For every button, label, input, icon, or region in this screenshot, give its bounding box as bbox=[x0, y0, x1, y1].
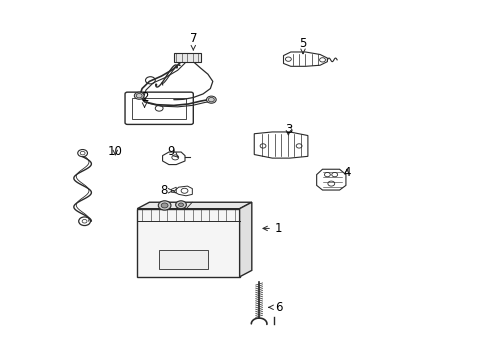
Bar bbox=[159, 250, 208, 269]
Text: 4: 4 bbox=[343, 166, 350, 179]
Circle shape bbox=[158, 201, 171, 210]
Text: 6: 6 bbox=[268, 301, 282, 314]
Text: 8: 8 bbox=[160, 184, 173, 197]
Text: 7: 7 bbox=[189, 32, 197, 50]
Circle shape bbox=[178, 203, 183, 207]
Text: 9: 9 bbox=[167, 145, 178, 158]
Polygon shape bbox=[239, 202, 251, 277]
Text: 2: 2 bbox=[141, 91, 148, 107]
Circle shape bbox=[161, 203, 168, 208]
Circle shape bbox=[206, 96, 216, 103]
Text: 1: 1 bbox=[263, 222, 282, 235]
Circle shape bbox=[134, 92, 144, 99]
Polygon shape bbox=[137, 202, 251, 209]
Bar bbox=[137, 209, 239, 277]
Circle shape bbox=[175, 201, 186, 209]
Text: 5: 5 bbox=[299, 37, 306, 54]
Bar bbox=[173, 53, 200, 62]
Text: 10: 10 bbox=[108, 145, 122, 158]
Text: 3: 3 bbox=[284, 123, 291, 136]
Bar bbox=[132, 98, 185, 119]
